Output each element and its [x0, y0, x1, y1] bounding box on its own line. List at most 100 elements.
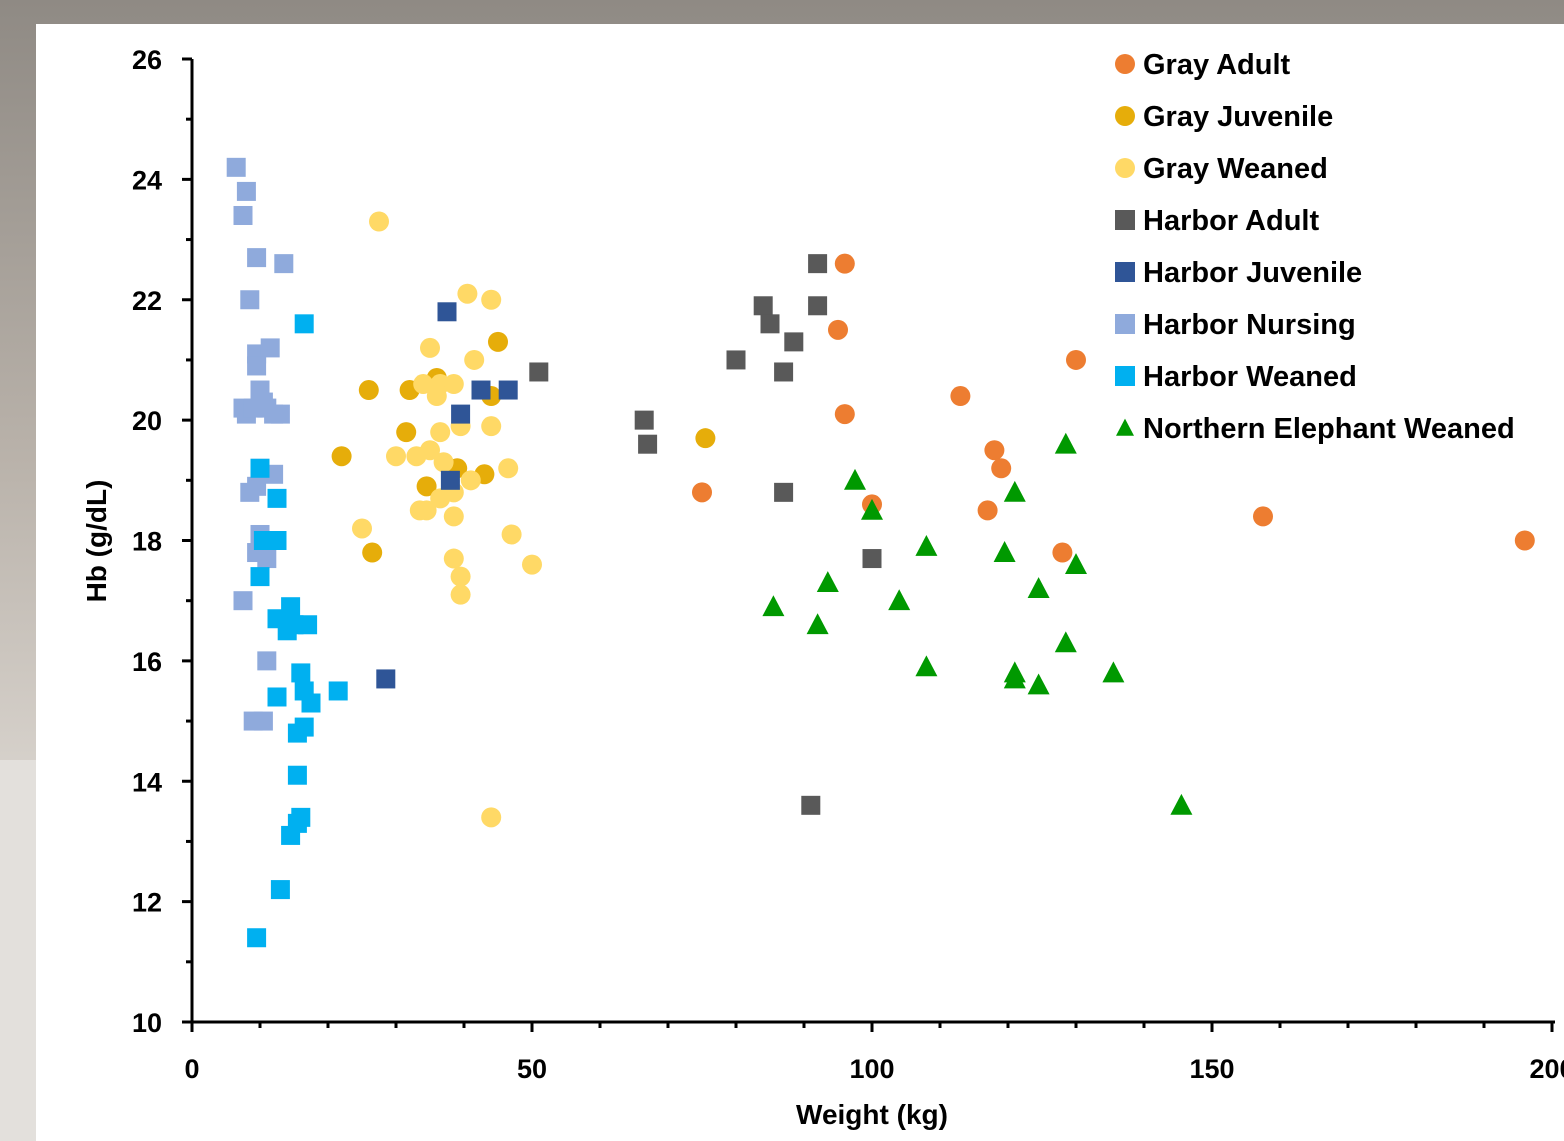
data-point	[267, 488, 287, 508]
data-point	[274, 254, 294, 274]
data-point	[233, 205, 253, 225]
data-point	[362, 542, 383, 563]
data-point	[977, 500, 998, 521]
data-point	[481, 416, 502, 437]
axes	[190, 59, 1555, 1024]
x-tick-label: 0	[184, 1054, 199, 1084]
data-point	[443, 506, 464, 527]
data-point	[1003, 480, 1026, 502]
data-point	[808, 296, 828, 316]
data-point	[270, 404, 290, 424]
data-point	[287, 723, 307, 743]
data-point	[1253, 506, 1273, 527]
legend-marker	[1115, 314, 1135, 334]
series-harbor-juvenile	[376, 302, 518, 689]
data-point	[257, 549, 277, 569]
data-point	[420, 337, 440, 358]
x-tick-label: 100	[849, 1054, 894, 1084]
data-point	[291, 663, 311, 683]
legend-marker	[1115, 262, 1135, 282]
y-tick-label: 18	[132, 527, 162, 557]
data-point	[1066, 349, 1086, 370]
data-point	[828, 319, 848, 340]
legend-label: Harbor Juvenile	[1143, 257, 1362, 289]
chart-panel	[36, 24, 1564, 1141]
data-point	[240, 290, 260, 310]
data-point	[638, 434, 658, 454]
data-point	[488, 331, 508, 352]
data-point	[430, 488, 451, 509]
data-point	[774, 362, 794, 382]
data-point	[801, 795, 821, 815]
series-harbor-weaned	[247, 314, 348, 948]
data-point	[331, 446, 352, 467]
data-point	[1514, 530, 1535, 551]
x-tick-label: 150	[1189, 1054, 1234, 1084]
data-point	[437, 302, 457, 322]
data-point	[416, 476, 437, 497]
legend-label: Harbor Adult	[1143, 205, 1319, 237]
data-point	[443, 548, 464, 569]
data-point	[726, 350, 746, 370]
data-point	[233, 591, 253, 611]
data-point	[1003, 667, 1026, 689]
data-point	[250, 458, 270, 478]
legend-label: Gray Adult	[1143, 49, 1291, 81]
data-point	[301, 693, 321, 713]
data-point	[294, 314, 314, 334]
data-point	[806, 613, 829, 635]
data-point	[692, 482, 712, 503]
y-axis-title: Hb (g/dL)	[81, 480, 112, 603]
data-point	[634, 410, 654, 430]
data-point	[450, 566, 471, 587]
y-tick-label: 16	[132, 647, 162, 677]
data-point	[984, 440, 1005, 461]
data-point	[247, 476, 267, 496]
series-gray-adult	[692, 253, 1535, 563]
legend-marker	[1115, 54, 1135, 74]
tick-labels: 10 12 14 16 18 20 22 24 26 0 50 100 150 200	[132, 45, 1564, 1084]
data-point	[226, 157, 246, 177]
data-point	[433, 452, 454, 473]
legend-marker	[1115, 158, 1135, 178]
series-gray-juvenile	[331, 331, 716, 563]
data-point	[498, 380, 518, 400]
x-tick-label: 200	[1529, 1054, 1564, 1084]
data-point	[888, 589, 911, 611]
data-point	[426, 386, 447, 407]
data-point	[451, 404, 471, 424]
legend-label: Northern Elephant Weaned	[1143, 413, 1515, 445]
data-point	[862, 549, 882, 569]
data-point	[784, 332, 804, 352]
data-point	[1170, 793, 1193, 815]
series-northern-elephant-weaned	[762, 432, 1193, 815]
data-point	[457, 283, 478, 304]
data-point	[298, 615, 318, 635]
data-point	[358, 380, 379, 401]
data-point	[443, 374, 464, 395]
data-points	[226, 157, 1535, 948]
data-point	[834, 253, 855, 274]
data-point	[481, 289, 502, 310]
data-point	[834, 404, 855, 425]
y-tick-label: 10	[132, 1008, 162, 1038]
data-point	[695, 428, 716, 449]
y-tick-label: 14	[132, 767, 162, 797]
data-point	[376, 669, 396, 689]
legend: Gray Adult Gray Juvenile Gray Weaned Harbor…	[1115, 49, 1515, 445]
data-point	[450, 584, 471, 605]
data-point	[808, 254, 828, 274]
data-point	[396, 422, 417, 443]
x-tick-label: 50	[517, 1054, 547, 1084]
data-point	[861, 498, 883, 520]
y-tick-label: 22	[132, 286, 162, 316]
data-point	[498, 458, 519, 479]
series-gray-weaned	[352, 211, 542, 828]
data-point	[260, 338, 280, 358]
data-point	[247, 356, 267, 376]
data-point	[762, 595, 785, 617]
data-point	[250, 567, 270, 587]
data-point	[413, 374, 434, 395]
legend-label: Harbor Nursing	[1143, 309, 1356, 341]
data-point	[287, 765, 307, 785]
